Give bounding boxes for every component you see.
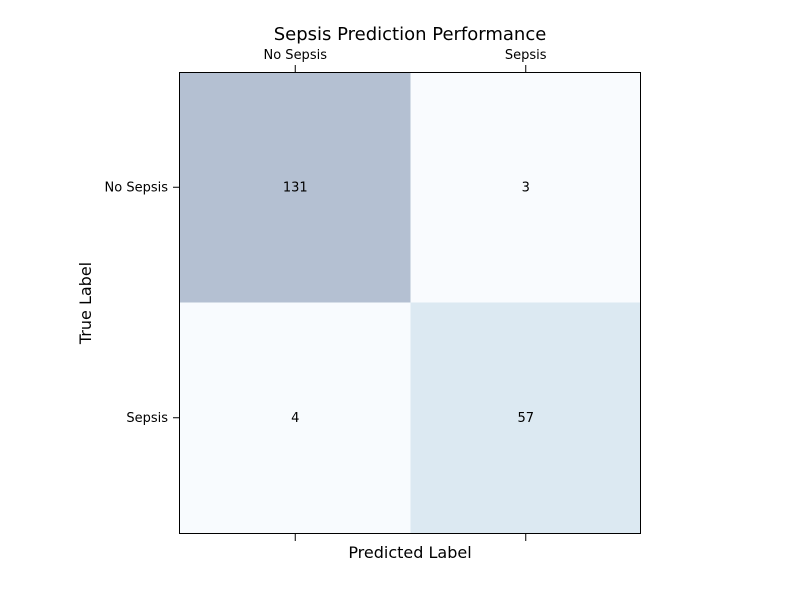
cell-value-1-1: 57: [517, 411, 534, 426]
x-tick-label-0: No Sepsis: [264, 48, 328, 63]
cell-value-0-0: 131: [283, 180, 308, 195]
cell-value-0-1: 3: [522, 180, 530, 195]
labels-group: 131 3 4 57: [283, 180, 534, 426]
x-tick-label-1: Sepsis: [505, 48, 547, 63]
matrix-cell-1-1: [410, 302, 641, 533]
matrix-cell-0-1: [410, 72, 641, 303]
x-axis-label: Predicted Label: [348, 543, 471, 562]
cell-value-1-0: 4: [291, 411, 299, 426]
plot-frame: [179, 72, 641, 534]
y-axis-label: True Label: [76, 262, 95, 345]
matrix-cell-0-0: [180, 72, 411, 303]
chart-title: Sepsis Prediction Performance: [274, 24, 547, 45]
y-tick-label-1: Sepsis: [126, 411, 168, 426]
ticks-group: No Sepsis Sepsis No Sepsis Sepsis: [105, 48, 547, 541]
cells-group: [180, 72, 641, 533]
y-tick-label-0: No Sepsis: [105, 180, 169, 195]
matrix-cell-1-0: [180, 302, 411, 533]
